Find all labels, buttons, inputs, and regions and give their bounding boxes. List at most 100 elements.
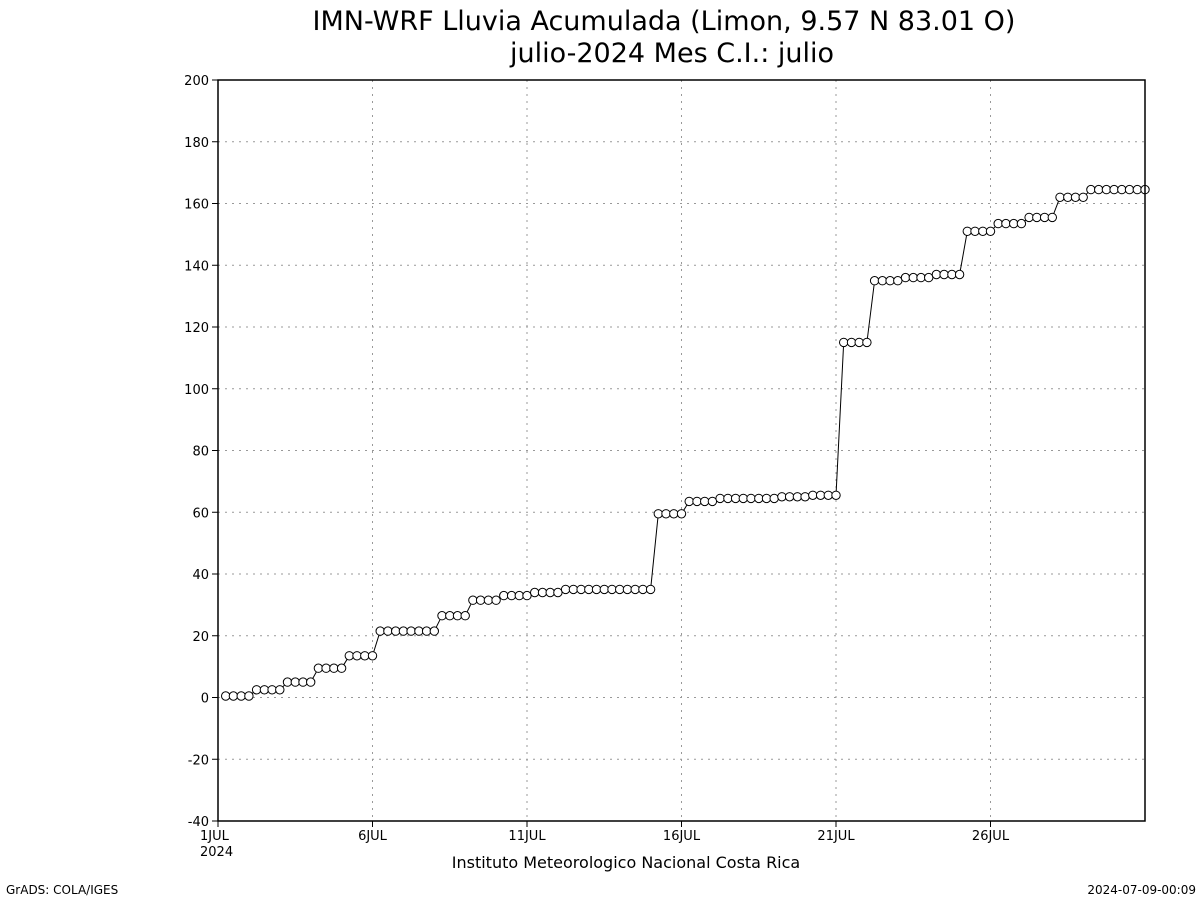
data-point bbox=[483, 595, 494, 605]
data-point bbox=[615, 584, 625, 595]
data-point bbox=[1047, 212, 1058, 223]
data-point bbox=[1101, 184, 1112, 195]
data-point bbox=[468, 595, 478, 605]
data-point bbox=[545, 587, 555, 598]
y-axis: -40 -20 0 20 40 60 80 100 120 140 160 180 200 bbox=[184, 74, 218, 830]
data-point bbox=[676, 509, 687, 519]
data-point bbox=[707, 496, 718, 507]
data-point bbox=[954, 269, 965, 280]
data-point bbox=[978, 226, 988, 237]
data-point bbox=[298, 677, 308, 687]
footer-left: GrADS: COLA/IGES bbox=[6, 883, 118, 897]
data-point bbox=[815, 490, 826, 500]
data-point bbox=[738, 493, 748, 504]
data-point bbox=[846, 337, 857, 348]
data-point bbox=[452, 611, 463, 621]
data-point bbox=[599, 584, 609, 595]
series-line bbox=[225, 189, 1145, 697]
data-point bbox=[506, 590, 517, 601]
x-tick-label: 16JUL bbox=[663, 829, 701, 844]
data-point bbox=[885, 276, 895, 286]
data-point bbox=[715, 493, 725, 504]
y-tick-label: 0 bbox=[201, 692, 209, 707]
data-point bbox=[282, 677, 293, 687]
x-axis-label: Instituto Meteorologico Nacional Costa R… bbox=[452, 853, 800, 872]
data-point bbox=[414, 626, 424, 636]
data-point bbox=[908, 272, 918, 283]
data-point bbox=[808, 490, 818, 500]
data-point bbox=[1086, 184, 1096, 195]
data-point bbox=[692, 496, 702, 507]
y-tick-label: 80 bbox=[192, 445, 209, 460]
data-point bbox=[499, 590, 509, 601]
data-point bbox=[669, 509, 679, 519]
data-point bbox=[313, 663, 324, 673]
x-tick-label: 1JUL bbox=[200, 829, 230, 844]
data-point bbox=[530, 587, 540, 598]
data-point bbox=[823, 490, 833, 500]
data-point bbox=[1032, 212, 1042, 223]
data-point bbox=[761, 493, 772, 504]
data-point bbox=[267, 685, 277, 695]
data-point bbox=[931, 269, 942, 280]
data-point bbox=[916, 272, 926, 283]
data-point bbox=[321, 663, 331, 673]
data-point bbox=[244, 691, 254, 701]
data-point bbox=[700, 496, 710, 507]
data-point bbox=[792, 492, 803, 502]
data-point bbox=[754, 493, 764, 504]
data-point bbox=[560, 584, 571, 595]
data-point bbox=[877, 276, 888, 286]
data-point bbox=[429, 626, 439, 636]
data-point bbox=[522, 590, 532, 601]
data-point bbox=[1063, 192, 1073, 203]
data-point bbox=[746, 493, 756, 504]
data-point bbox=[475, 595, 486, 605]
data-point bbox=[784, 492, 795, 502]
x-tick-label: 6JUL bbox=[358, 829, 388, 844]
data-point bbox=[900, 272, 911, 283]
data-point bbox=[336, 663, 347, 673]
plot-frame bbox=[217, 79, 1146, 822]
chart-title: IMN-WRF Lluvia Acumulada (Limon, 9.57 N … bbox=[313, 6, 1016, 37]
y-tick-label: 160 bbox=[184, 198, 209, 213]
data-point bbox=[437, 611, 447, 621]
data-point bbox=[1094, 184, 1104, 195]
y-tick-label: 20 bbox=[192, 630, 209, 645]
data-point bbox=[491, 595, 501, 605]
y-tick-label: 180 bbox=[184, 136, 209, 151]
series-group bbox=[221, 184, 1150, 701]
data-point bbox=[514, 590, 524, 601]
chart-subtitle: julio-2024 Mes C.I.: julio bbox=[509, 38, 834, 69]
data-point bbox=[537, 587, 548, 598]
data-point bbox=[406, 626, 416, 636]
data-point bbox=[630, 584, 640, 595]
data-point bbox=[251, 685, 262, 695]
data-point bbox=[228, 691, 239, 701]
data-point bbox=[638, 584, 648, 595]
y-tick-label: -40 bbox=[188, 815, 209, 830]
data-point bbox=[947, 269, 957, 280]
data-point bbox=[862, 337, 872, 348]
data-point bbox=[568, 584, 579, 595]
y-tick-label: -20 bbox=[188, 753, 209, 768]
data-point bbox=[460, 611, 470, 621]
data-point bbox=[1070, 192, 1081, 203]
x-tick-label: 21JUL bbox=[817, 829, 855, 844]
x-tick-sublabel: 2024 bbox=[200, 845, 233, 860]
data-point bbox=[445, 611, 455, 621]
data-point bbox=[576, 584, 586, 595]
data-point bbox=[1016, 218, 1027, 229]
data-point bbox=[985, 226, 996, 237]
data-point bbox=[993, 218, 1003, 229]
data-point bbox=[391, 626, 401, 636]
data-point bbox=[344, 651, 354, 661]
data-point bbox=[1109, 184, 1119, 195]
data-point bbox=[1078, 192, 1088, 203]
x-tick-label: 11JUL bbox=[508, 829, 546, 844]
data-point bbox=[1039, 212, 1050, 223]
data-point bbox=[1124, 184, 1135, 195]
data-point bbox=[1132, 184, 1143, 195]
